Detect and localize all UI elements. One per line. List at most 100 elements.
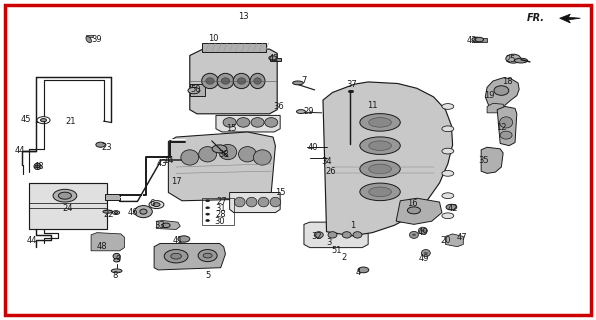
Ellipse shape (408, 207, 421, 214)
Text: 22: 22 (104, 210, 114, 219)
Polygon shape (560, 14, 581, 23)
Text: 14: 14 (163, 156, 173, 165)
Ellipse shape (114, 212, 118, 213)
Polygon shape (216, 116, 280, 132)
Ellipse shape (254, 78, 261, 84)
Polygon shape (445, 234, 463, 247)
Text: 28: 28 (215, 210, 226, 219)
Ellipse shape (219, 144, 237, 160)
Text: 19: 19 (484, 91, 495, 100)
Text: 20: 20 (440, 236, 451, 245)
Ellipse shape (499, 117, 513, 128)
Text: 43: 43 (157, 159, 167, 168)
Text: 40: 40 (308, 143, 318, 152)
Text: 37: 37 (346, 80, 357, 89)
Text: 4: 4 (356, 268, 361, 277)
Ellipse shape (86, 36, 91, 43)
Text: 42: 42 (467, 36, 477, 45)
Ellipse shape (442, 104, 454, 109)
Ellipse shape (293, 81, 303, 85)
Ellipse shape (409, 231, 418, 238)
Ellipse shape (269, 56, 277, 60)
Text: 11: 11 (367, 101, 378, 110)
Ellipse shape (58, 192, 72, 199)
Ellipse shape (360, 183, 401, 201)
Ellipse shape (246, 197, 257, 207)
Ellipse shape (188, 87, 200, 94)
Ellipse shape (149, 201, 164, 209)
Text: 10: 10 (209, 35, 219, 44)
Text: 21: 21 (66, 116, 76, 126)
Ellipse shape (162, 223, 170, 228)
Ellipse shape (250, 73, 265, 89)
Ellipse shape (369, 141, 392, 150)
Text: 31: 31 (215, 204, 226, 213)
Ellipse shape (41, 119, 46, 122)
Ellipse shape (360, 114, 401, 131)
Ellipse shape (265, 118, 278, 127)
Ellipse shape (181, 150, 198, 165)
Ellipse shape (358, 267, 369, 273)
Ellipse shape (135, 205, 153, 218)
Bar (29, 183, 107, 229)
Ellipse shape (37, 117, 50, 124)
Ellipse shape (34, 163, 41, 170)
Bar (270, 58, 281, 61)
Ellipse shape (314, 232, 323, 238)
Ellipse shape (442, 171, 454, 176)
Ellipse shape (237, 78, 246, 84)
Text: 49: 49 (419, 254, 429, 263)
Text: 25: 25 (505, 55, 516, 64)
Ellipse shape (206, 207, 209, 209)
Text: 42: 42 (448, 204, 458, 213)
Ellipse shape (198, 250, 217, 262)
Ellipse shape (153, 203, 160, 206)
Ellipse shape (206, 78, 214, 84)
Text: 27: 27 (216, 197, 227, 206)
Ellipse shape (201, 73, 218, 89)
Polygon shape (497, 107, 517, 146)
Ellipse shape (421, 250, 430, 257)
Text: 8: 8 (112, 271, 117, 280)
Text: 41: 41 (173, 236, 183, 245)
Text: 9: 9 (116, 255, 121, 264)
Bar (105, 194, 120, 200)
Ellipse shape (170, 253, 181, 259)
Ellipse shape (270, 197, 281, 207)
Ellipse shape (206, 213, 209, 215)
Text: 34: 34 (321, 157, 332, 166)
Ellipse shape (424, 252, 427, 254)
Text: 5: 5 (205, 271, 210, 280)
Bar (201, 198, 234, 225)
Ellipse shape (223, 118, 236, 127)
Text: 44: 44 (14, 146, 25, 155)
Text: 24: 24 (63, 204, 73, 213)
Ellipse shape (442, 148, 454, 154)
Text: 38: 38 (218, 150, 229, 159)
Text: 48: 48 (34, 162, 45, 171)
Ellipse shape (178, 236, 190, 242)
Text: 44: 44 (26, 236, 37, 245)
Ellipse shape (198, 147, 216, 162)
Text: FR.: FR. (527, 13, 545, 23)
Text: 51: 51 (331, 246, 342, 255)
Text: 26: 26 (325, 167, 336, 176)
Text: 32: 32 (312, 232, 322, 241)
Ellipse shape (514, 58, 527, 63)
Text: 6: 6 (150, 199, 155, 208)
Ellipse shape (233, 73, 250, 89)
Text: 42: 42 (269, 53, 280, 62)
Ellipse shape (442, 193, 454, 198)
Polygon shape (487, 103, 505, 113)
Ellipse shape (506, 54, 521, 63)
Ellipse shape (421, 230, 425, 232)
Ellipse shape (353, 232, 362, 238)
Polygon shape (481, 147, 503, 173)
Text: 30: 30 (214, 217, 225, 226)
Text: 35: 35 (478, 156, 489, 165)
Ellipse shape (418, 227, 427, 234)
Polygon shape (190, 49, 277, 114)
Ellipse shape (111, 269, 122, 273)
Ellipse shape (212, 145, 227, 153)
Polygon shape (157, 220, 180, 229)
